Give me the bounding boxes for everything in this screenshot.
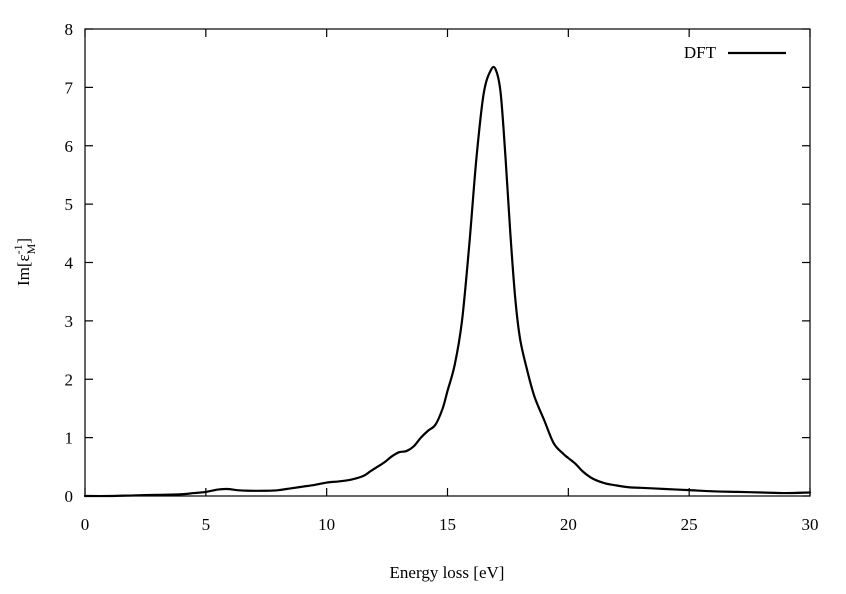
x-tick-label: 5 — [202, 515, 211, 534]
y-tick-label: 1 — [65, 429, 74, 448]
y-tick-label: 3 — [65, 312, 74, 331]
legend: DFT — [684, 43, 786, 62]
ticks-layer: 0 5 10 15 20 25 30 0 1 2 3 4 5 6 7 8 — [65, 20, 819, 534]
y-axis-title-sub: M — [24, 243, 38, 254]
y-axis-title-sup: -1 — [11, 244, 25, 254]
y-tick-label: 5 — [65, 195, 74, 214]
x-tick-label: 25 — [681, 515, 698, 534]
x-tick-label: 30 — [802, 515, 819, 534]
y-tick-label: 7 — [65, 78, 74, 97]
x-tick-label: 0 — [81, 515, 90, 534]
legend-label-dft: DFT — [684, 43, 717, 62]
x-axis-title: Energy loss [eV] — [390, 563, 505, 582]
series-line-dft — [83, 65, 812, 498]
y-tick-label: 6 — [65, 137, 74, 156]
x-tick-label: 15 — [439, 515, 456, 534]
y-axis-title: Im[ε-1M] — [11, 238, 38, 286]
x-tick-label: 10 — [318, 515, 335, 534]
y-axis-title-close: ] — [14, 238, 33, 244]
y-tick-label: 4 — [65, 254, 74, 273]
y-tick-label: 2 — [65, 370, 74, 389]
x-tick-label: 20 — [560, 515, 577, 534]
y-tick-label: 0 — [65, 487, 74, 506]
svg-text:Im[ε-1M]: Im[ε-1M] — [11, 238, 38, 286]
y-tick-label: 8 — [65, 20, 74, 39]
y-axis-title-base: Im[ε — [14, 254, 33, 286]
plot-frame — [84, 28, 811, 497]
